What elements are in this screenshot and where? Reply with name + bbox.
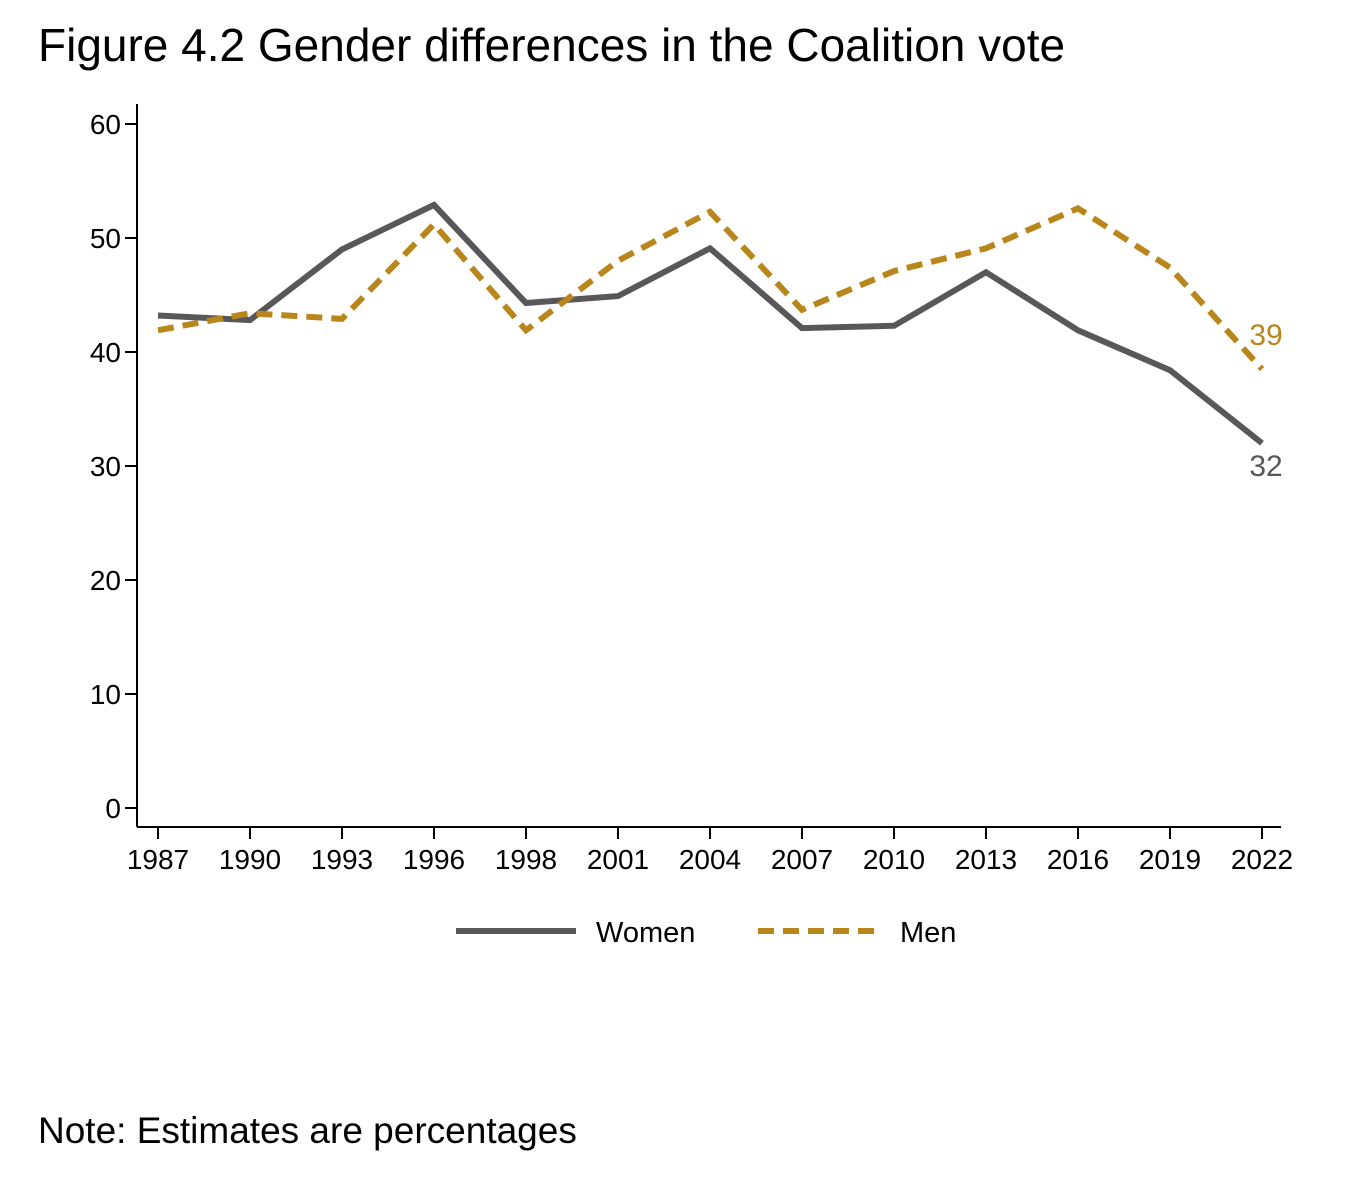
data-point-women [431, 202, 437, 208]
data-point-men [339, 316, 345, 322]
series-layer [155, 201, 1265, 446]
legend-item-men: Men [758, 917, 956, 949]
data-point-women [247, 317, 253, 323]
data-point-women [1075, 327, 1081, 333]
chart-title: Figure 4.2 Gender differences in the Coa… [38, 19, 1066, 71]
x-tick-label: 1993 [311, 844, 373, 875]
legend-item-women: Women [456, 917, 695, 949]
data-point-men [431, 221, 437, 227]
y-tick-label: 30 [90, 451, 121, 482]
data-point-women [155, 313, 161, 319]
data-point-men [1167, 265, 1173, 271]
legend-label-women: Women [596, 917, 695, 949]
data-point-men [891, 268, 897, 274]
end-labels: 32 39 [1249, 319, 1282, 483]
chart-axes: 0 10 20 30 40 50 60 1987 1990 1993 1996 1998 2001 200… [90, 104, 1293, 875]
data-point-women [339, 246, 345, 252]
legend-label-men: Men [900, 917, 956, 949]
y-tick-label: 60 [90, 109, 121, 140]
x-tick-label: 2019 [1139, 844, 1201, 875]
data-point-women [983, 269, 989, 275]
data-point-women [1259, 440, 1265, 446]
data-point-men [615, 258, 621, 264]
data-point-men [1075, 205, 1081, 211]
data-point-men [799, 307, 805, 313]
series-line-men [157, 205, 1265, 372]
chart-note: Note: Estimates are percentages [38, 1110, 577, 1151]
legend: Women Men [456, 917, 956, 949]
data-point-women [523, 300, 529, 306]
data-point-women [615, 293, 621, 299]
data-point-men [155, 327, 161, 333]
x-tick-label: 2004 [679, 844, 741, 875]
x-tick-label: 2013 [955, 844, 1017, 875]
y-tick-label: 0 [105, 793, 121, 824]
y-tick-label: 10 [90, 679, 121, 710]
data-point-women [1167, 367, 1173, 373]
end-label-men: 39 [1249, 319, 1282, 352]
x-tick-label: 2001 [587, 844, 649, 875]
y-tick-label: 20 [90, 565, 121, 596]
data-point-women [707, 245, 713, 251]
data-point-men [523, 327, 529, 333]
data-point-women [891, 323, 897, 329]
y-tick-label: 50 [90, 223, 121, 254]
data-point-men [247, 310, 253, 316]
x-tick-label: 2010 [863, 844, 925, 875]
end-label-women: 32 [1249, 450, 1282, 483]
x-tick-label: 1996 [403, 844, 465, 875]
data-point-men [983, 245, 989, 251]
series-line-women [157, 201, 1264, 446]
y-tick-label: 40 [90, 337, 121, 368]
x-tick-label: 1998 [495, 844, 557, 875]
x-tick-label: 1987 [127, 844, 189, 875]
data-point-women [799, 325, 805, 331]
x-tick-label: 2016 [1047, 844, 1109, 875]
x-tick-label: 1990 [219, 844, 281, 875]
x-tick-label: 2022 [1231, 844, 1293, 875]
data-point-men [707, 209, 713, 215]
data-point-men [1259, 366, 1265, 372]
x-tick-label: 2007 [771, 844, 833, 875]
